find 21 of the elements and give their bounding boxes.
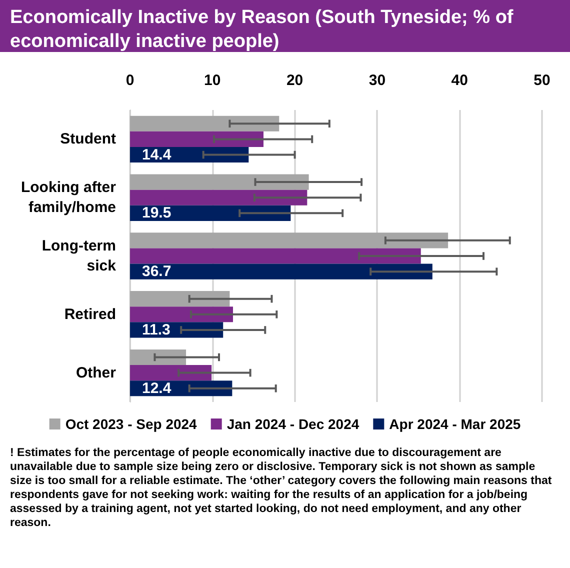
data-label: 19.5 — [142, 204, 172, 222]
y-tick-label: Other — [76, 364, 116, 382]
y-tick-label: Student — [60, 130, 116, 148]
chart-title: Economically Inactive by Reason (South Tyneside; % of economically inactive people) — [0, 0, 570, 52]
data-label: 12.4 — [142, 380, 172, 397]
data-label: 11.3 — [142, 321, 170, 338]
legend-label: Jan 2024 - Dec 2024 — [226, 416, 360, 432]
x-tick-label: 40 — [451, 72, 468, 89]
x-tick-label: 0 — [126, 72, 134, 89]
y-tick-label: Long-term sick — [42, 238, 117, 274]
x-tick-label: 50 — [534, 72, 550, 89]
x-tick-label: 10 — [204, 72, 221, 89]
y-tick-label: Looking after family/home — [20, 179, 116, 216]
legend-label: Apr 2024 - Mar 2025 — [389, 416, 521, 432]
data-label: 36.7 — [142, 263, 172, 280]
text: ! Estimates for the percentage of people economically inactive due to discouragement are unavailable due to sample size being zero or disclosive. Temporary sick is not shown as sample size is too small for a reliable estimate. The ‘other’ category covers the following main reasons that respondents gave for not seeking work: waiting for the results of an application for a job/being assessed by a training agent, not yet started looking, do not need employment, and any other reason. — [9, 446, 553, 531]
x-tick-label: 30 — [368, 72, 386, 89]
legend-label: Oct 2023 - Sep 2024 — [65, 416, 198, 432]
data-label: 14.4 — [142, 146, 172, 164]
x-tick-label: 20 — [286, 72, 304, 89]
y-tick-label: Retired — [64, 306, 116, 323]
